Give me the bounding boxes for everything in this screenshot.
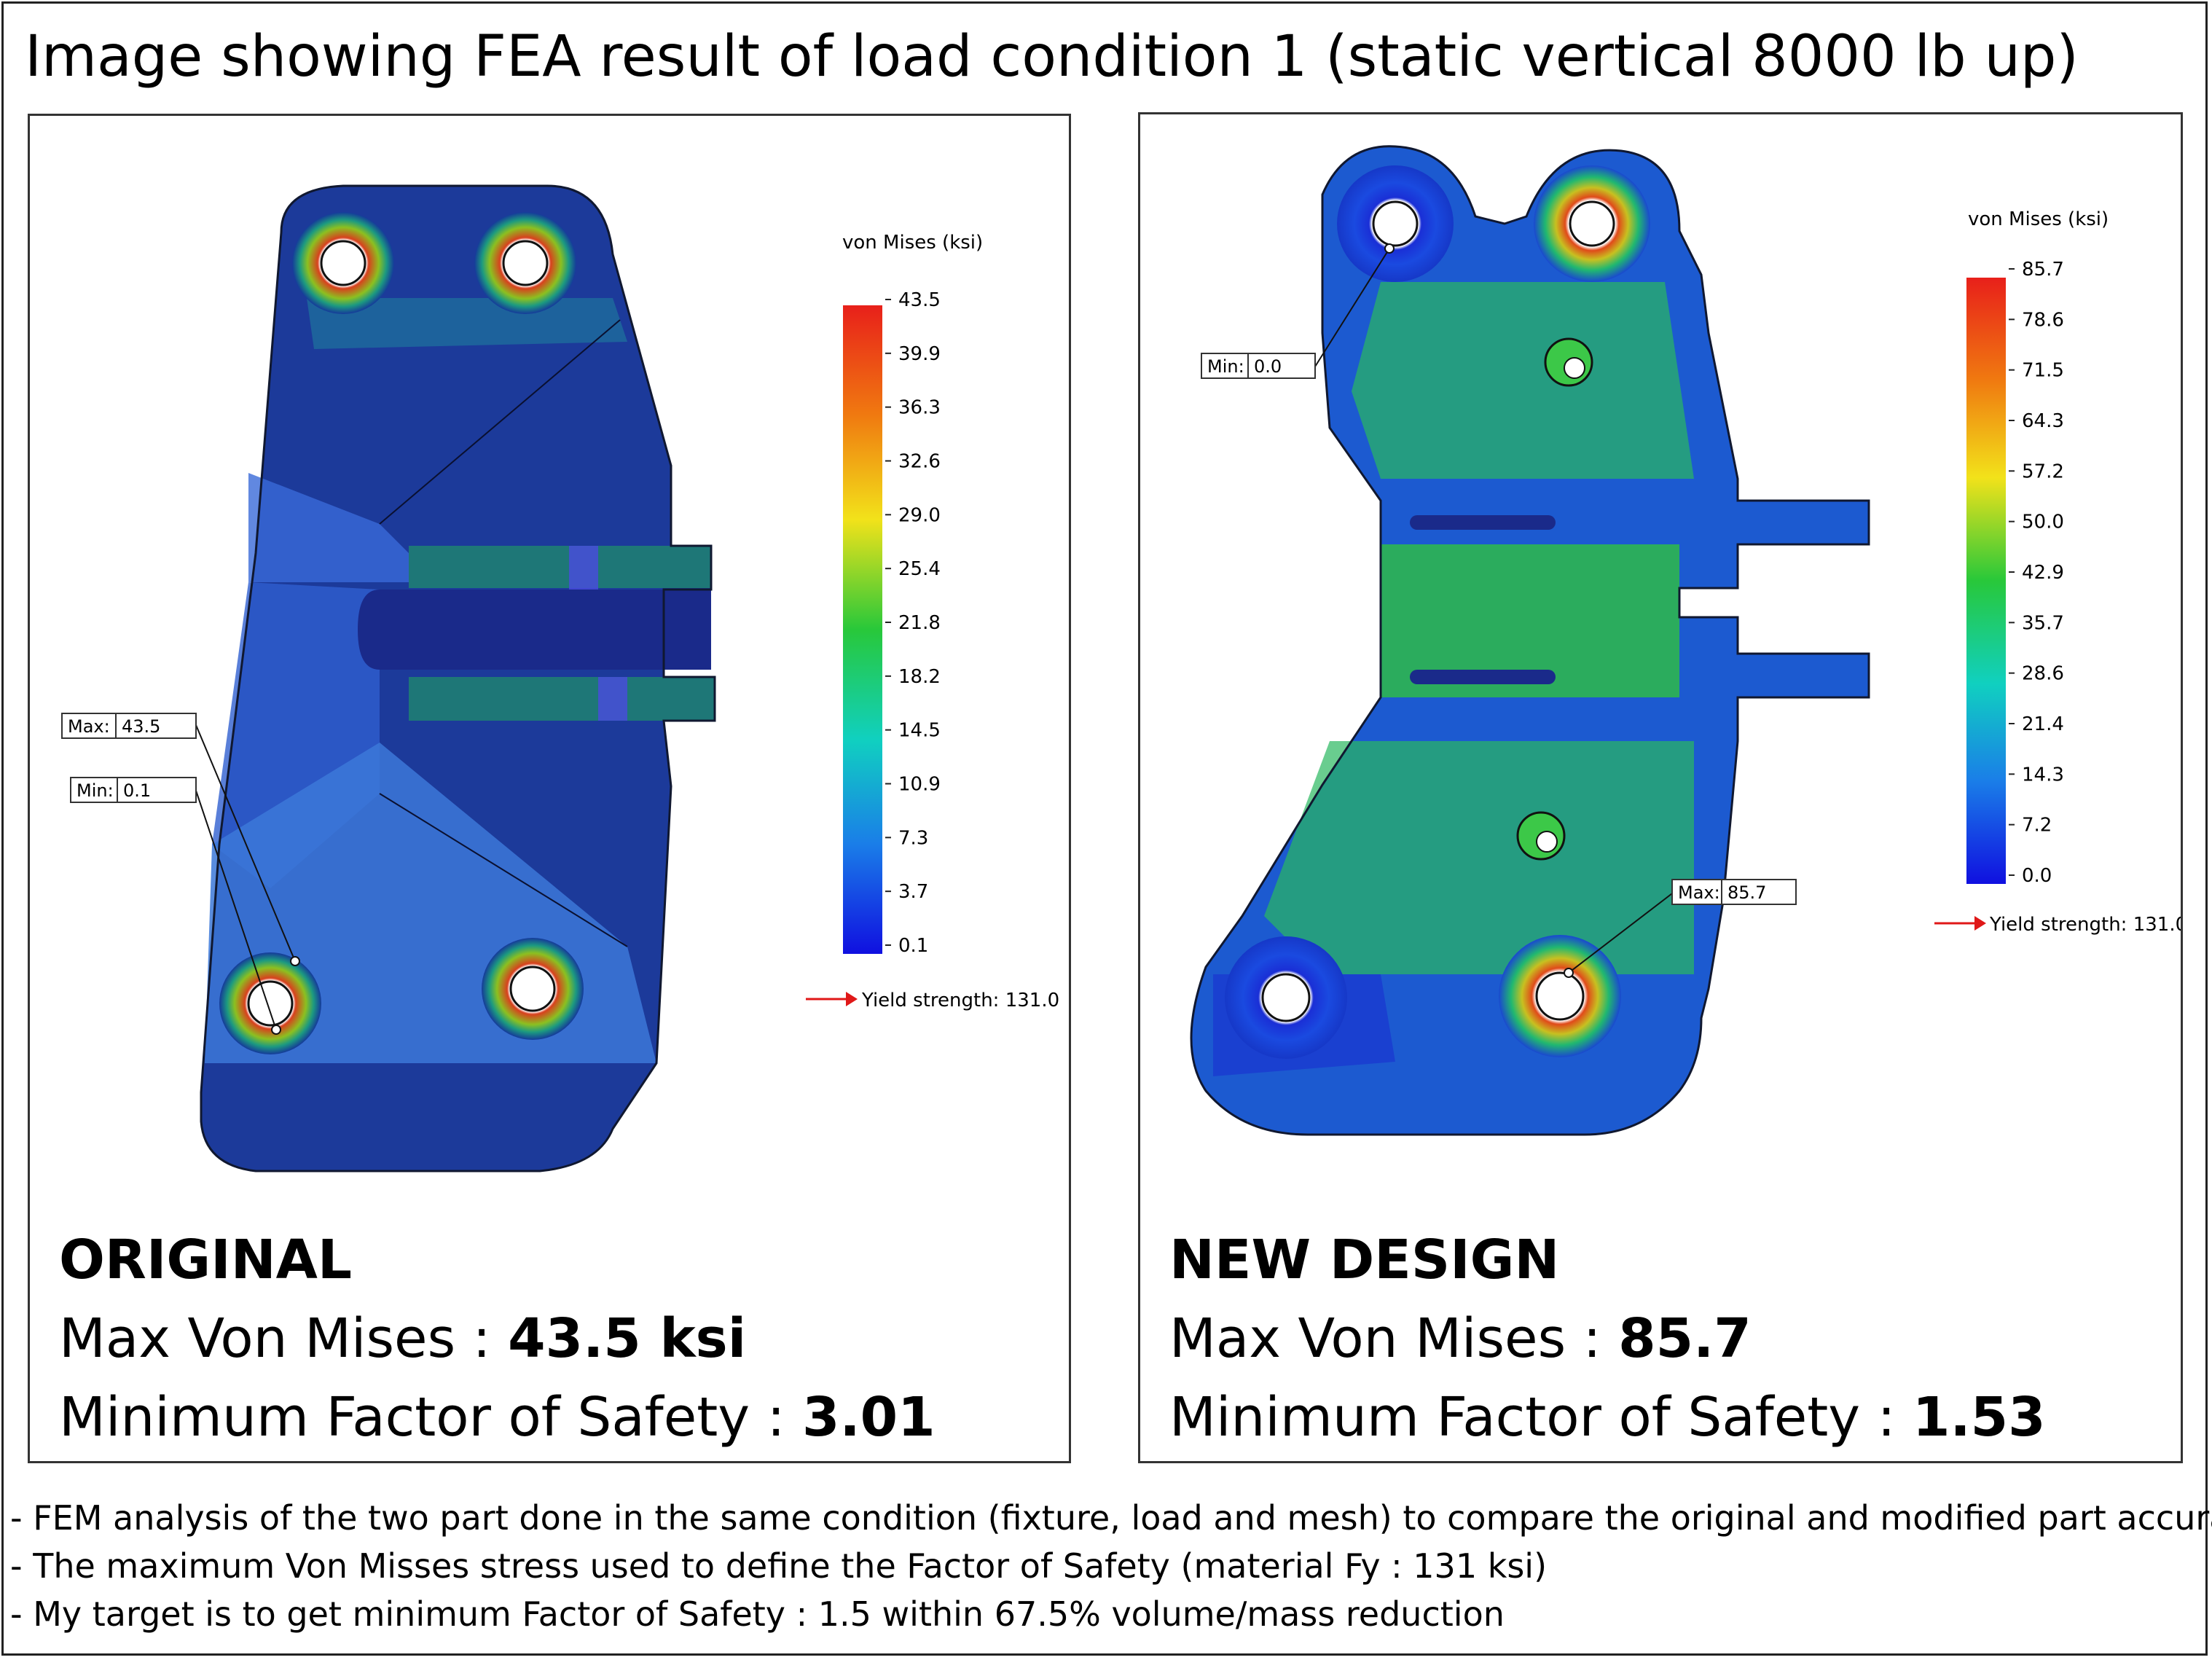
legend-tick-label: 35.7 [2022, 612, 2064, 634]
legend-tick-label: 42.9 [2022, 562, 2064, 584]
new-design-factor-of-safety: Minimum Factor of Safety : 1.53 [1169, 1386, 2046, 1449]
legend-tick-label: 50.0 [2022, 512, 2064, 533]
legend-tick-label: 85.7 [2022, 259, 2064, 281]
new-design-legend-title: von Mises (ksi) [1968, 208, 2109, 230]
new-design-yield-strength: Yield strength: 131.0 [1989, 914, 2181, 936]
legend-tick-label: 18.2 [898, 666, 941, 688]
new-design-min-probe: Min: 0.0 [1201, 353, 1316, 379]
new-design-max-key: Max: [1678, 882, 1720, 903]
original-max-key: Max: [68, 716, 110, 737]
original-max-stress-value: 43.5 ksi [508, 1307, 747, 1370]
legend-tick-label: 0.1 [898, 935, 928, 957]
legend-tick-label: 7.3 [898, 827, 928, 849]
legend-tick-label: 21.4 [2022, 713, 2064, 735]
original-min-value: 0.1 [123, 780, 151, 801]
legend-tick-label: 28.6 [2022, 663, 2064, 685]
original-min-probe: Min: 0.1 [70, 777, 197, 803]
legend-tick-label: 0.0 [2022, 865, 2052, 887]
new-design-legend-ticks: 85.7 78.6 71.5 64.3 57.2 50.0 42.9 35.7 28.6 21.4… [2009, 259, 2064, 887]
new-design-fos-value: 1.53 [1913, 1386, 2046, 1449]
legend-tick-label: 14.5 [898, 720, 941, 742]
new-design-min-value: 0.0 [1254, 356, 1282, 377]
legend-tick-label: 32.6 [898, 451, 941, 473]
new-design-max-stress: Max Von Mises : 85.7 [1169, 1307, 1752, 1370]
original-yield-strength: Yield strength: 131.0 [861, 990, 1059, 1011]
original-max-value: 43.5 [122, 716, 160, 737]
legend-tick-label: 21.8 [898, 612, 941, 634]
original-legend: von Mises (ksi) 43.5 39.9 36.3 32.6 29.0 25.4… [806, 232, 1059, 1011]
original-bolt-holes [219, 212, 584, 1054]
original-colorbar [843, 305, 882, 954]
original-max-probe: Max: 43.5 [61, 713, 197, 739]
legend-tick-label: 25.4 [898, 558, 941, 580]
new-design-min-key: Min: [1207, 356, 1244, 377]
original-heading: ORIGINAL [59, 1229, 353, 1291]
original-part-body [200, 184, 716, 1172]
new-design-bolt-holes [1225, 165, 1650, 1059]
original-max-stress: Max Von Mises : 43.5 ksi [59, 1307, 747, 1370]
legend-tick-label: 57.2 [2022, 461, 2064, 482]
new-design-colorbar [1966, 278, 2006, 884]
original-legend-title: von Mises (ksi) [842, 232, 983, 254]
new-design-heading: NEW DESIGN [1169, 1229, 1560, 1291]
legend-tick-label: 43.5 [898, 289, 941, 311]
legend-tick-label: 3.7 [898, 881, 928, 903]
legend-tick-label: 10.9 [898, 774, 941, 796]
legend-tick-label: 36.3 [898, 397, 941, 419]
original-probe-leaders [195, 724, 300, 1035]
original-factor-of-safety: Minimum Factor of Safety : 3.01 [59, 1386, 936, 1449]
new-design-legend: von Mises (ksi) 85.7 78.6 71.5 64.3 57.2 50.0… [1934, 208, 2181, 936]
legend-tick-label: 64.3 [2022, 410, 2064, 432]
legend-tick-label: 71.5 [2022, 360, 2064, 382]
page-title: Image showing FEA result of load conditi… [25, 24, 2079, 90]
note-line: - The maximum Von Misses stress used to … [10, 1546, 1548, 1586]
note-line: - My target is to get minimum Factor of … [10, 1594, 1505, 1634]
original-min-key: Min: [77, 780, 114, 801]
legend-tick-label: 29.0 [898, 504, 941, 526]
new-design-max-stress-value: 85.7 [1618, 1307, 1752, 1370]
new-design-panel: Min: 0.0 Max: 85.7 von Mises (ksi) 85.7 7… [1138, 112, 2183, 1463]
legend-tick-label: 78.6 [2022, 309, 2064, 331]
original-fea-plot: Max: 43.5 Min: 0.1 von Mises (ksi) 43.5 3… [61, 184, 1059, 1172]
original-fos-value: 3.01 [802, 1386, 936, 1449]
new-design-max-value: 85.7 [1727, 882, 1766, 903]
new-design-max-probe: Max: 85.7 [1671, 879, 1797, 905]
legend-tick-label: 39.9 [898, 343, 941, 365]
legend-tick-label: 7.2 [2022, 815, 2052, 837]
new-design-probe-leaders [1314, 243, 1676, 978]
notes: - FEM analysis of the two part done in t… [10, 1494, 2212, 1638]
new-design-fea-plot: Min: 0.0 Max: 85.7 von Mises (ksi) 85.7 7… [1190, 145, 2181, 1136]
original-panel: Max: 43.5 Min: 0.1 von Mises (ksi) 43.5 3… [28, 114, 1071, 1463]
legend-tick-label: 14.3 [2022, 764, 2064, 786]
note-line: - FEM analysis of the two part done in t… [10, 1498, 2212, 1538]
original-legend-ticks: 43.5 39.9 36.3 32.6 29.0 25.4 21.8 18.2 14.5 10.9… [885, 289, 941, 957]
